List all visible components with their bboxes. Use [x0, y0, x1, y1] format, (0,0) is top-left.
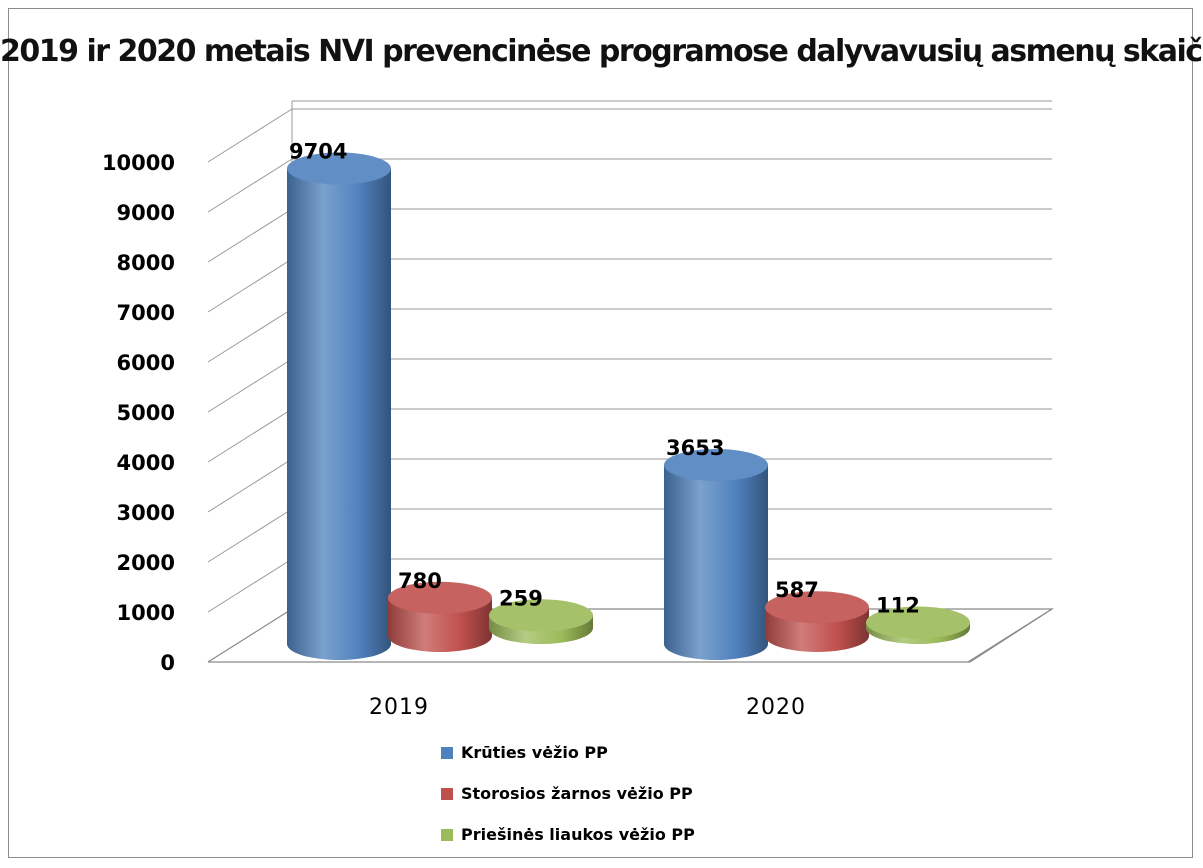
bar: [664, 449, 768, 660]
y-tick-label: 2000: [117, 551, 175, 575]
bar-body: [287, 168, 391, 660]
legend-item: Krūties vėžio PP: [441, 732, 695, 773]
gridline-side: [207, 208, 293, 263]
data-label: 112: [876, 594, 920, 618]
y-tick-label: 6000: [117, 351, 175, 375]
gridline-side: [207, 358, 293, 413]
y-tick-label: 8000: [117, 251, 175, 275]
bar-top: [765, 591, 869, 624]
y-tick-label: 1000: [117, 601, 175, 625]
legend-label: Priešinės liaukos vėžio PP: [461, 825, 695, 844]
data-label: 780: [398, 569, 442, 593]
y-tick-label: 7000: [117, 301, 175, 325]
gridline-side: [207, 108, 293, 163]
bar-body: [664, 465, 768, 660]
bar-top: [664, 449, 768, 482]
chart-frame: [8, 8, 1193, 858]
legend-swatch: [441, 787, 453, 800]
data-label: 9704: [289, 140, 347, 164]
gridline-side: [207, 408, 293, 463]
legend-swatch: [441, 746, 453, 759]
legend-swatch: [441, 828, 453, 841]
bar: [765, 591, 869, 652]
gridline-side: [207, 258, 293, 313]
y-tick-label: 5000: [117, 401, 175, 425]
bar-top: [489, 599, 593, 632]
legend-label: Storosios žarnos vėžio PP: [461, 784, 693, 803]
data-label: 3653: [666, 436, 724, 460]
bar-top: [866, 606, 970, 639]
bar-top: [388, 581, 492, 614]
y-tick-label: 0: [160, 651, 175, 675]
y-tick-label: 4000: [117, 451, 175, 475]
bar: [489, 599, 593, 644]
legend-label: Krūties vėžio PP: [461, 743, 608, 762]
data-label: 259: [499, 586, 543, 610]
x-tick-label: 2020: [746, 695, 806, 720]
chart-floor-right: [969, 608, 1053, 663]
bar: [866, 606, 970, 644]
x-tick-label: 2019: [369, 695, 429, 720]
legend-item: Priešinės liaukos vėžio PP: [441, 814, 695, 855]
data-label: 587: [775, 578, 819, 602]
chart-legend: Krūties vėžio PP Storosios žarnos vėžio …: [441, 732, 695, 855]
bar-top: [287, 152, 391, 185]
chart-title: 2019 ir 2020 metais NVI prevencinėse pro…: [0, 34, 1203, 69]
y-tick-label: 10000: [102, 151, 175, 175]
gridline-side: [207, 308, 293, 363]
y-tick-label: 3000: [117, 501, 175, 525]
gridline-side: [207, 158, 293, 213]
bar: [388, 581, 492, 652]
gridline-side: [207, 558, 293, 613]
bar: [287, 152, 391, 660]
gridline-side: [207, 508, 293, 563]
legend-item: Storosios žarnos vėžio PP: [441, 773, 695, 814]
y-tick-label: 9000: [117, 201, 175, 225]
gridline-side: [207, 458, 293, 513]
